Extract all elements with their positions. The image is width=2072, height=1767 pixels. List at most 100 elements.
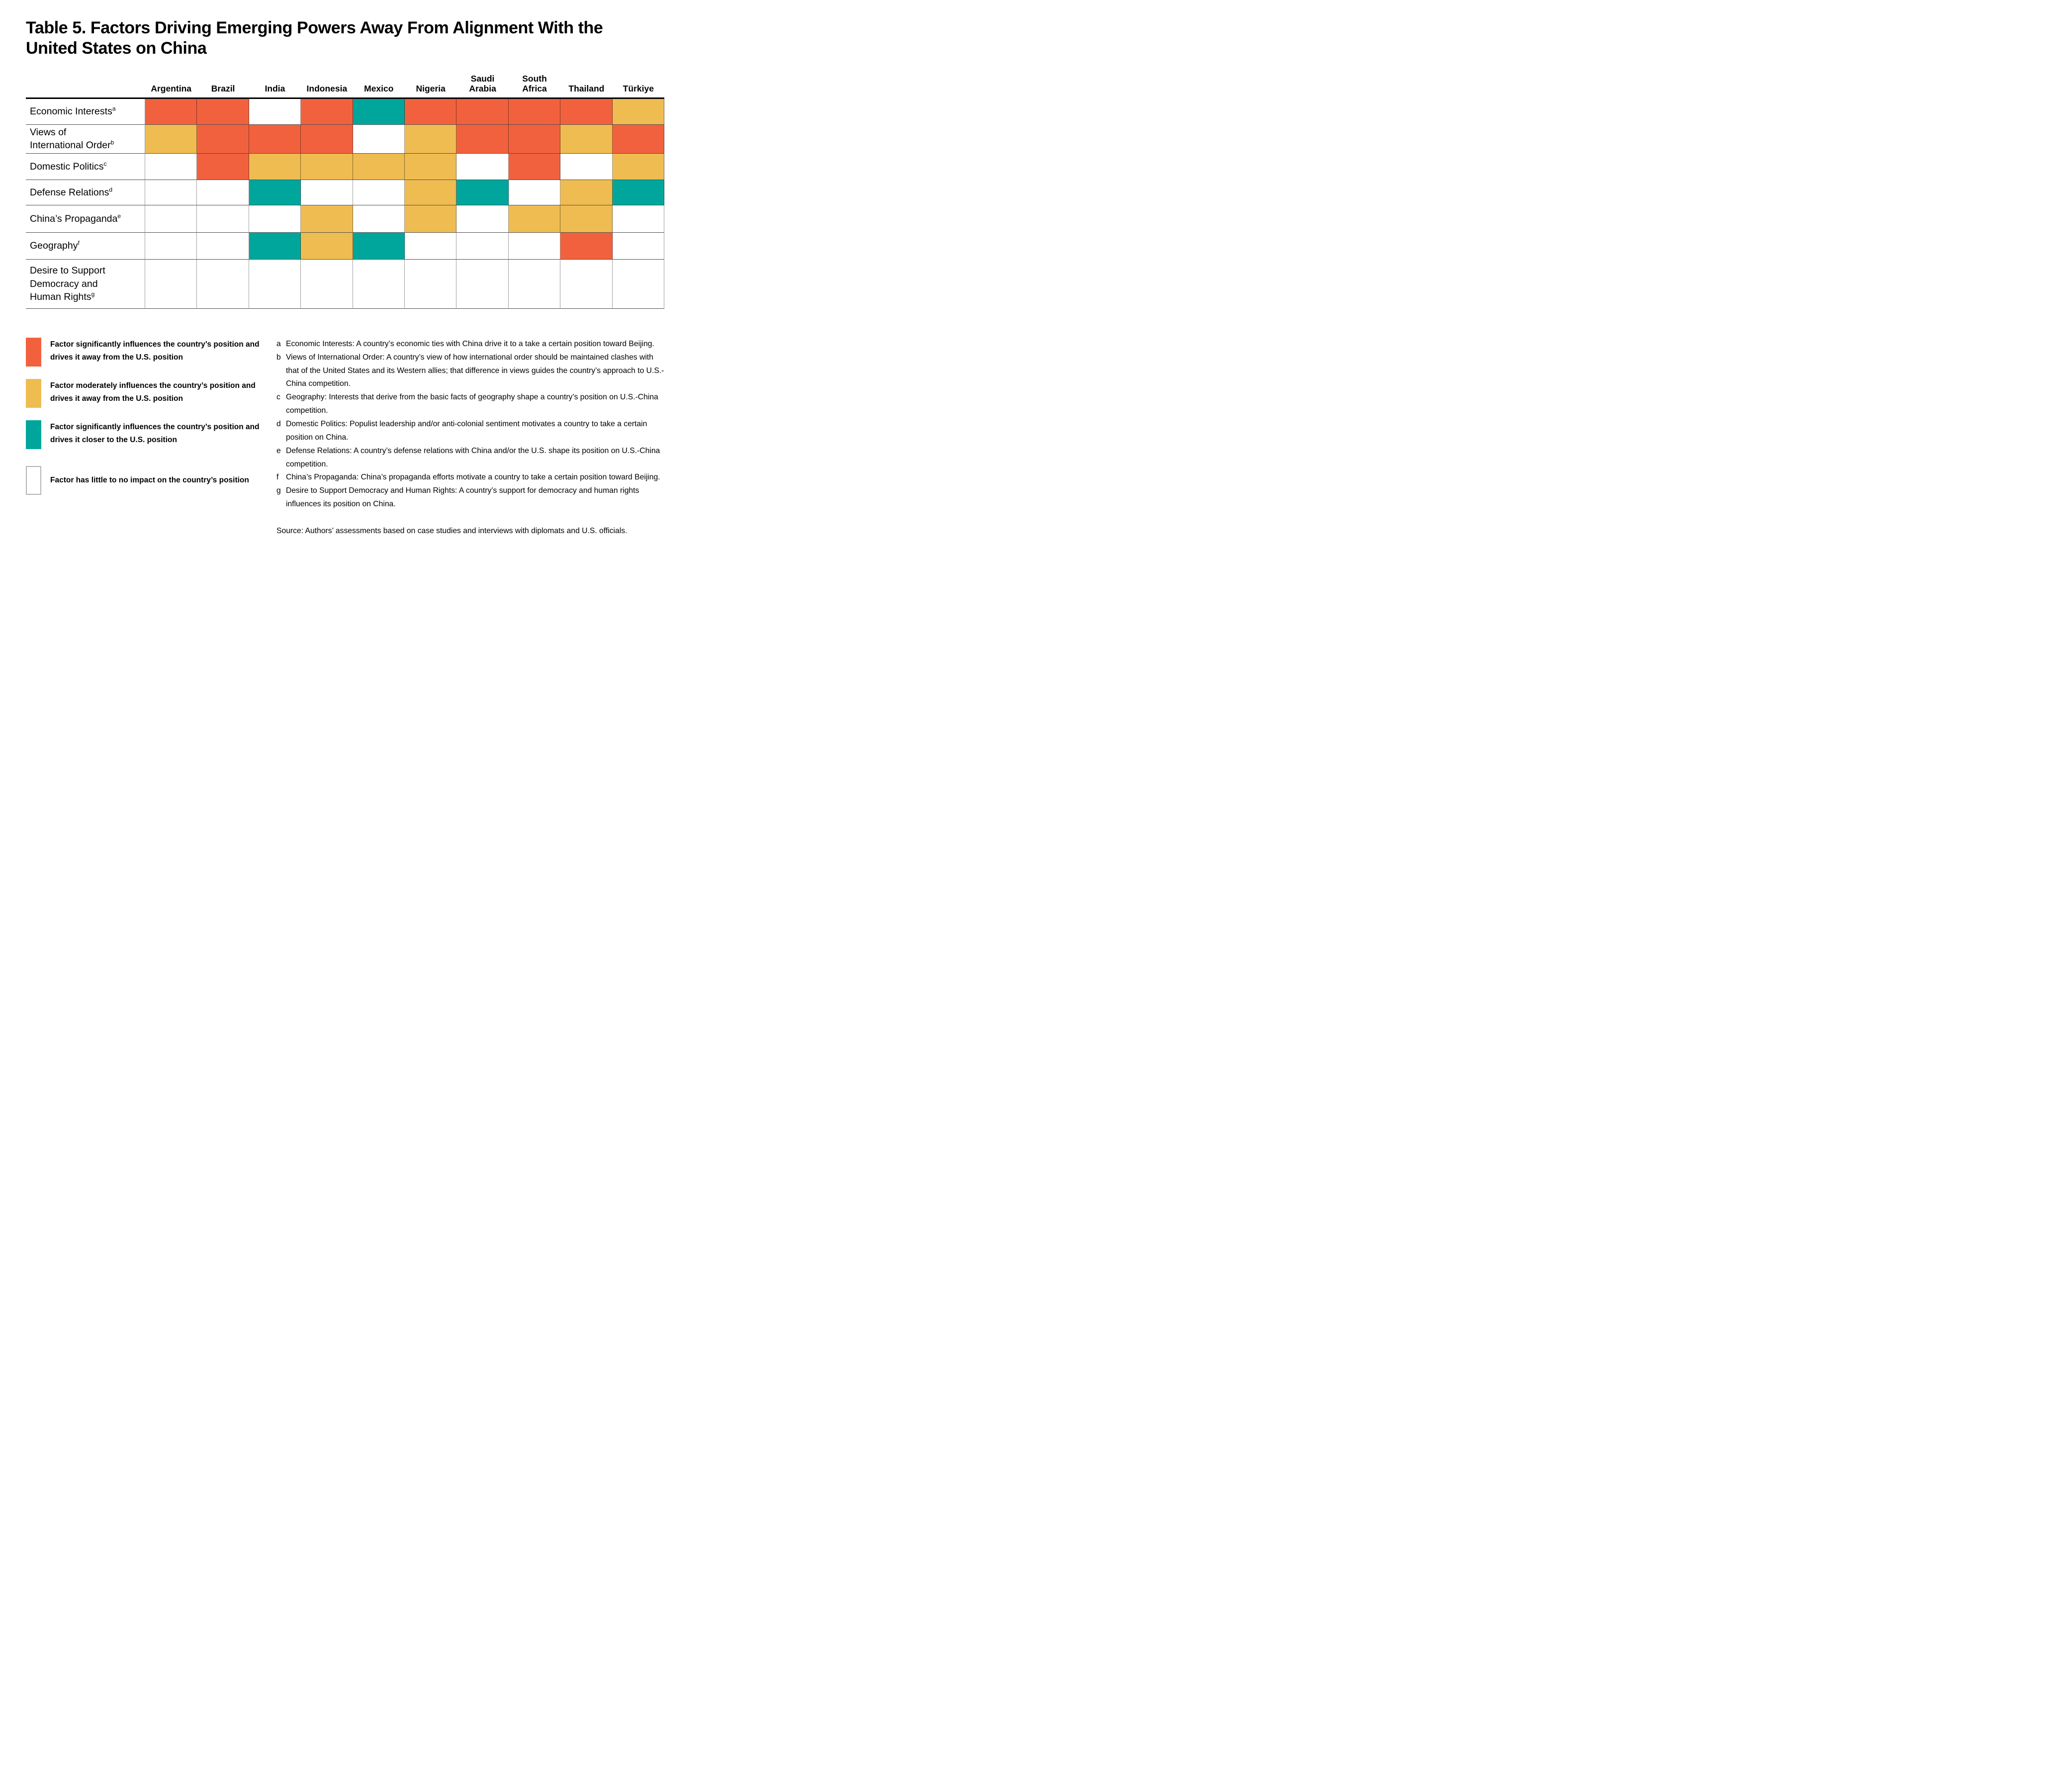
- row-label-text: Defense Relationsd: [30, 186, 113, 198]
- matrix-cell: [197, 98, 249, 125]
- matrix-cell: [508, 232, 561, 260]
- table-corner: [26, 67, 145, 99]
- matrix-cell: [612, 98, 664, 125]
- matrix-cell: [197, 153, 249, 180]
- matrix-cell: [405, 232, 457, 260]
- footnote-item: f China’s Propaganda: China’s propaganda …: [276, 471, 665, 484]
- matrix-cell: [353, 153, 405, 180]
- footnote-letter: a: [276, 339, 281, 348]
- row-label-text: Geographyf: [30, 239, 80, 252]
- legend-swatch: [26, 420, 41, 449]
- matrix-cell: [249, 232, 301, 260]
- footnote-marker: d: [109, 186, 113, 193]
- matrix-cell: [612, 124, 664, 154]
- legend-swatch: [26, 465, 41, 495]
- matrix-cell: [456, 180, 509, 205]
- legend-label: Factor moderately influences the country…: [50, 381, 256, 403]
- matrix-cell: [560, 232, 613, 260]
- row-label: Desire to Support Democracy and Human Ri…: [26, 259, 145, 309]
- matrix-cell: [301, 153, 353, 180]
- source-note: Source: Authors’ assessments based on ca…: [276, 526, 628, 535]
- matrix-cell: [301, 259, 353, 309]
- column-header: Thailand: [560, 67, 613, 99]
- matrix-cell: [197, 259, 249, 309]
- footnote-text: Views of International Order: A country’…: [286, 353, 664, 388]
- column-header: Indonesia: [301, 67, 353, 99]
- row-label-text: China’s Propagandae: [30, 212, 121, 224]
- footnote-text: Defense Relations: A country’s defense r…: [286, 446, 660, 468]
- footnote-item: d Domestic Politics: Populist leadership …: [276, 418, 665, 445]
- footnote-text: Economic Interests: A country’s economic…: [286, 339, 654, 348]
- column-header: Argentina: [145, 67, 197, 99]
- footnote-marker: f: [78, 239, 80, 247]
- matrix-cell: [456, 153, 509, 180]
- column-header: Saudi Arabia: [456, 67, 509, 99]
- matrix-cell: [145, 98, 197, 125]
- matrix-cell: [145, 180, 197, 205]
- matrix-cell: [249, 180, 301, 205]
- legend-item: Factor significantly influences the coun…: [26, 420, 263, 449]
- footnotes: a Economic Interests: A country’s economi…: [276, 338, 665, 538]
- footnote-marker: g: [91, 290, 95, 298]
- matrix-cell: [456, 124, 509, 154]
- footnote-item: g Desire to Support Democracy and Human R…: [276, 484, 665, 511]
- column-header: Türkiye: [612, 67, 664, 99]
- matrix-cell: [560, 259, 613, 309]
- column-header: Mexico: [353, 67, 405, 99]
- matrix-cell: [508, 180, 561, 205]
- legend-swatch: [26, 378, 41, 408]
- matrix-cell: [249, 98, 301, 125]
- footnote-letter: e: [276, 446, 281, 455]
- matrix-cell: [560, 205, 613, 233]
- matrix-cell: [456, 259, 509, 309]
- legend-label: Factor significantly influences the coun…: [50, 340, 260, 362]
- matrix-cell: [301, 124, 353, 154]
- legend: Factor significantly influences the coun…: [26, 337, 263, 538]
- matrix-cell: [353, 205, 405, 233]
- matrix-cell: [301, 98, 353, 125]
- legend-item: Factor has little to no impact on the co…: [26, 465, 263, 495]
- matrix-cell: [560, 98, 613, 125]
- matrix-cell: [197, 180, 249, 205]
- matrix-cell: [560, 153, 613, 180]
- row-label-text: Views of International Orderb: [30, 127, 114, 151]
- footnote-letter: c: [276, 393, 280, 402]
- footnote-item: e Defense Relations: A country’s defense …: [276, 445, 665, 471]
- legend-item: Factor significantly influences the coun…: [26, 337, 263, 367]
- footnote-text: China’s Propaganda: China’s propaganda e…: [286, 473, 660, 482]
- row-label-text: Domestic Politicsc: [30, 160, 107, 172]
- matrix-cell: [405, 205, 457, 233]
- row-label: Defense Relationsd: [26, 180, 145, 205]
- legend-item: Factor moderately influences the country…: [26, 378, 263, 408]
- footnote-item: b Views of International Order: A country…: [276, 351, 665, 391]
- matrix-cell: [353, 259, 405, 309]
- matrix-cell: [508, 124, 561, 154]
- footnote-list: a Economic Interests: A country’s economi…: [276, 338, 665, 511]
- footnote-marker: c: [103, 160, 107, 168]
- row-label-text: Desire to Support Democracy and Human Ri…: [30, 265, 105, 303]
- matrix-cell: [508, 153, 561, 180]
- footnote-marker: e: [117, 212, 121, 220]
- legend-label: Factor has little to no impact on the co…: [50, 476, 249, 485]
- legend-and-notes: Factor significantly influences the coun…: [26, 337, 665, 538]
- matrix-cell: [560, 124, 613, 154]
- figure-page: Table 5. Factors Driving Emerging Powers…: [0, 0, 691, 538]
- matrix-cell: [301, 205, 353, 233]
- matrix-cell: [353, 180, 405, 205]
- matrix-cell: [249, 259, 301, 309]
- matrix-cell: [612, 153, 664, 180]
- footnote-marker: b: [110, 139, 114, 146]
- legend-label: Factor significantly influences the coun…: [50, 422, 260, 445]
- row-label: Domestic Politicsc: [26, 153, 145, 180]
- matrix-cell: [612, 232, 664, 260]
- matrix-cell: [353, 98, 405, 125]
- matrix-cell: [145, 205, 197, 233]
- matrix-cell: [508, 259, 561, 309]
- column-header: Nigeria: [405, 67, 457, 99]
- footnote-item: c Geography: Interests that derive from t…: [276, 391, 665, 418]
- footnote-marker: a: [112, 105, 116, 112]
- column-header: India: [249, 67, 301, 99]
- matrix-cell: [405, 180, 457, 205]
- matrix-cell: [353, 124, 405, 154]
- matrix-cell: [405, 259, 457, 309]
